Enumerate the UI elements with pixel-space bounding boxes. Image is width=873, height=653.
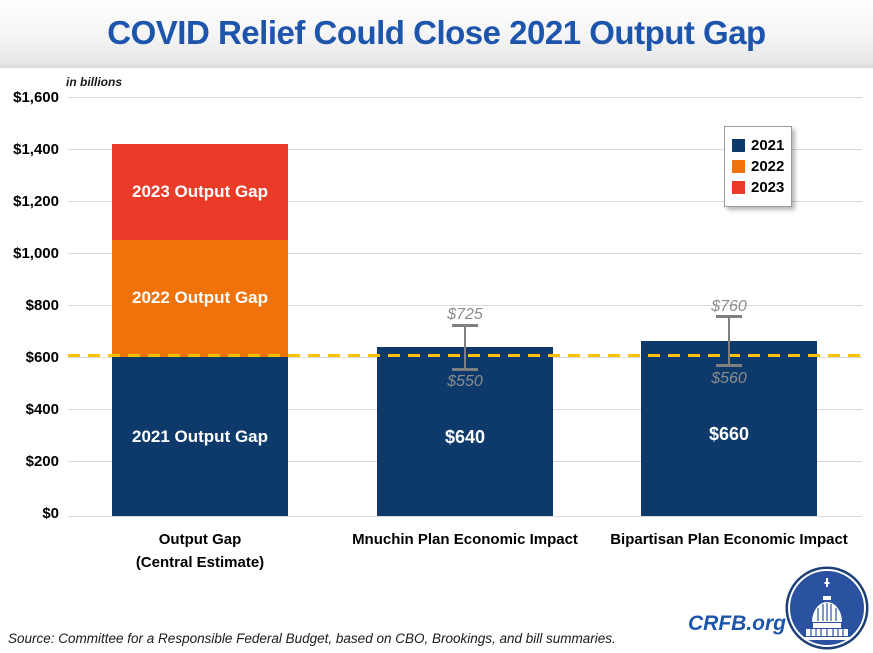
error-low-label-bipartisan: $560 bbox=[711, 370, 747, 387]
y-tick-1600: $1,600 bbox=[13, 89, 59, 106]
legend: 2021 2022 2023 bbox=[724, 126, 792, 207]
bar-output-gap-2021-segment: 2021 Output Gap bbox=[112, 357, 288, 516]
gridline-800 bbox=[68, 305, 862, 306]
y-tick-400: $400 bbox=[25, 401, 59, 418]
legend-swatch-2023 bbox=[732, 181, 745, 194]
x-label-mnuchin: Mnuchin Plan Economic Impact bbox=[352, 531, 578, 548]
units-note: in billions bbox=[66, 75, 122, 89]
error-high-label-mnuchin: $725 bbox=[447, 306, 483, 323]
bar-segment-label-2021: 2021 Output Gap bbox=[131, 427, 269, 446]
x-label-output-gap-line1: Output Gap bbox=[158, 531, 242, 548]
error-bar-mnuchin bbox=[464, 324, 466, 370]
bar-value-label-bipartisan: $660 bbox=[708, 424, 750, 444]
legend-swatch-2021 bbox=[732, 139, 745, 152]
crfb-logo bbox=[785, 566, 869, 650]
error-high-label-bipartisan: $760 bbox=[711, 298, 747, 315]
legend-label-2022: 2022 bbox=[751, 158, 785, 175]
y-tick-1200: $1,200 bbox=[13, 193, 59, 210]
capitol-dome-icon bbox=[785, 566, 869, 650]
gridline-1400 bbox=[68, 149, 862, 150]
gridline-1200 bbox=[68, 201, 862, 202]
y-tick-1000: $1,000 bbox=[13, 245, 59, 262]
x-axis-baseline bbox=[68, 516, 862, 517]
legend-item-2021: 2021 bbox=[732, 137, 785, 154]
error-cap-low-mnuchin bbox=[452, 368, 478, 371]
y-tick-200: $200 bbox=[25, 453, 59, 470]
source-note: Source: Committee for a Responsible Fede… bbox=[8, 631, 616, 646]
header-banner: COVID Relief Could Close 2021 Output Gap bbox=[0, 0, 873, 68]
bar-mnuchin-plan: $640 bbox=[377, 347, 553, 516]
legend-swatch-2022 bbox=[732, 160, 745, 173]
x-label-output-gap-line2: (Central Estimate) bbox=[135, 554, 265, 571]
bar-segment-label-2023: 2023 Output Gap bbox=[131, 182, 269, 201]
error-low-label-mnuchin: $550 bbox=[447, 373, 483, 390]
x-label-output-gap: Output Gap (Central Estimate) bbox=[90, 528, 310, 574]
bar-bipartisan-plan: $660 bbox=[641, 341, 817, 516]
y-tick-0: $0 bbox=[42, 505, 59, 522]
bar-value-label-mnuchin: $640 bbox=[444, 427, 486, 447]
y-tick-800: $800 bbox=[25, 297, 59, 314]
bar-output-gap-2023-segment: 2023 Output Gap bbox=[112, 144, 288, 240]
bar-segment-label-2022: 2022 Output Gap bbox=[131, 288, 269, 307]
legend-item-2022: 2022 bbox=[732, 158, 785, 175]
y-tick-600: $600 bbox=[25, 349, 59, 366]
error-bar-bipartisan bbox=[728, 315, 730, 367]
legend-label-2023: 2023 bbox=[751, 179, 785, 196]
y-tick-1400: $1,400 bbox=[13, 141, 59, 158]
legend-label-2021: 2021 bbox=[751, 137, 785, 154]
legend-item-2023: 2023 bbox=[732, 179, 785, 196]
page-title: COVID Relief Could Close 2021 Output Gap bbox=[107, 14, 766, 51]
bar-output-gap-2022-segment: 2022 Output Gap bbox=[112, 240, 288, 357]
x-label-bipartisan: Bipartisan Plan Economic Impact bbox=[610, 531, 848, 548]
error-cap-low-bipartisan bbox=[716, 364, 742, 367]
crfb-site-label: CRFB.org bbox=[688, 612, 786, 635]
gridline-1600 bbox=[68, 97, 862, 98]
gridline-1000 bbox=[68, 253, 862, 254]
